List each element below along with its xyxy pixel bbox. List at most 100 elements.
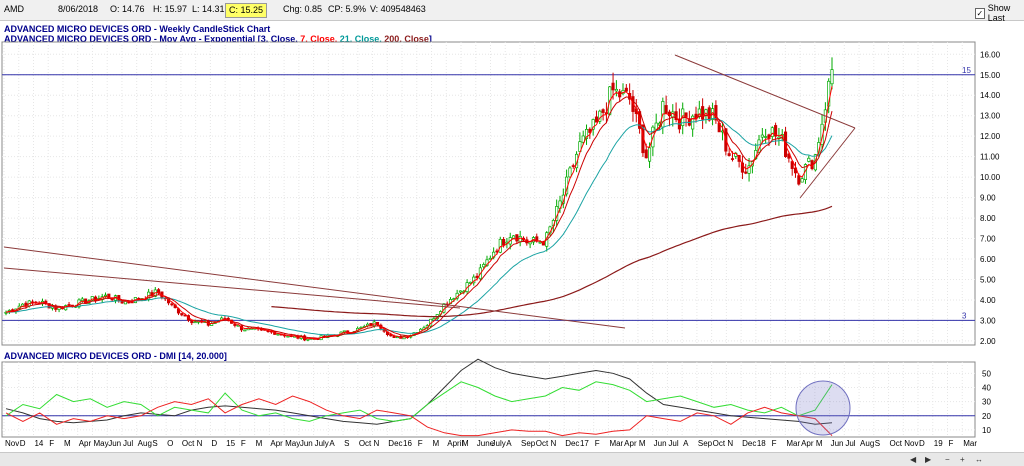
x-tick-label: O bbox=[167, 439, 173, 448]
low-value: L: 14.31 bbox=[192, 4, 225, 14]
candle-body bbox=[611, 82, 615, 91]
candle-body bbox=[306, 338, 310, 341]
ma-legend-ema21: 21, Close, bbox=[339, 34, 382, 44]
candle-body bbox=[790, 161, 794, 169]
candle-body bbox=[744, 171, 748, 174]
ema-21-line bbox=[5, 117, 833, 336]
y-tick-label: 12.00 bbox=[980, 132, 1001, 141]
x-tick-label: May bbox=[285, 439, 300, 448]
candle-body bbox=[103, 294, 108, 297]
zoom-out-icon[interactable]: − bbox=[945, 455, 950, 464]
y-tick-label: 13.00 bbox=[980, 112, 1001, 121]
candle-body bbox=[740, 162, 744, 173]
x-tick-label: D bbox=[20, 439, 26, 448]
candle-body bbox=[498, 238, 502, 253]
candle-body bbox=[515, 234, 519, 242]
dmi-y-tick-label: 40 bbox=[982, 383, 991, 392]
candle-body bbox=[800, 178, 804, 183]
ma-legend-suffix: ] bbox=[428, 34, 432, 44]
highlight-circle bbox=[795, 380, 851, 436]
candle-body bbox=[170, 303, 174, 306]
x-tick-label: M bbox=[433, 439, 440, 448]
y-tick-label: 9.00 bbox=[980, 194, 996, 203]
x-tick-label: M bbox=[462, 439, 469, 448]
checkbox-icon[interactable]: ✓ bbox=[975, 7, 985, 19]
level-label: 3 bbox=[962, 311, 967, 320]
x-tick-label: N bbox=[727, 439, 733, 448]
candle-body bbox=[624, 87, 628, 92]
x-tick-label: June bbox=[477, 439, 495, 448]
fit-icon[interactable]: ↔ bbox=[975, 455, 983, 464]
candle-body bbox=[764, 136, 768, 138]
x-tick-label: Oct bbox=[182, 439, 195, 448]
candle-body bbox=[614, 88, 618, 92]
x-tick-label: April bbox=[447, 439, 463, 448]
x-tick-label: A bbox=[329, 439, 335, 448]
candle-body bbox=[488, 257, 492, 260]
x-tick-label: Sep bbox=[521, 439, 536, 448]
x-tick-label: Jun bbox=[654, 439, 667, 448]
candle-body bbox=[730, 158, 735, 160]
x-tick-label: Jun bbox=[108, 439, 121, 448]
y-tick-label: 4.00 bbox=[980, 296, 996, 305]
x-tick-label: May bbox=[93, 439, 108, 448]
x-tick-label: Sep bbox=[698, 439, 713, 448]
x-tick-label: M bbox=[64, 439, 71, 448]
x-tick-label: M bbox=[639, 439, 646, 448]
high-value: H: 15.97 bbox=[153, 4, 188, 14]
x-tick-label: N bbox=[374, 439, 380, 448]
x-tick-label: Apr bbox=[624, 439, 637, 448]
candle-body bbox=[123, 301, 127, 305]
x-tick-label: F bbox=[418, 439, 423, 448]
show-last-toggle[interactable]: ✓ Show Last bbox=[975, 3, 1024, 23]
candle-body bbox=[568, 167, 572, 178]
x-tick-label: N bbox=[550, 439, 556, 448]
scroll-left-icon[interactable]: ◀ bbox=[910, 455, 917, 464]
candle-body bbox=[180, 313, 184, 316]
triangle-upper-line bbox=[674, 54, 856, 129]
x-tick-label: Nov bbox=[904, 439, 918, 448]
ma-legend-prefix: ADVANCED MICRO DEVICES ORD - Mov Avg - E… bbox=[4, 34, 261, 44]
zoom-in-icon[interactable]: + bbox=[960, 455, 965, 464]
x-tick-label: Apr bbox=[801, 439, 814, 448]
chart-title: ADVANCED MICRO DEVICES ORD - Weekly Cand… bbox=[4, 24, 271, 34]
x-tick-label: 18 bbox=[757, 439, 766, 448]
scroll-right-icon[interactable]: ▶ bbox=[925, 455, 932, 464]
x-tick-label: July bbox=[492, 439, 506, 448]
x-tick-label: 15 bbox=[226, 439, 235, 448]
ma-legend-ema7: 7, Close, bbox=[300, 34, 338, 44]
candle-body bbox=[511, 235, 516, 240]
show-last-label: Show Last bbox=[987, 3, 1011, 23]
candle-body bbox=[747, 165, 751, 174]
candle-body bbox=[67, 304, 71, 306]
candle-body bbox=[601, 109, 605, 113]
y-tick-label: 7.00 bbox=[980, 235, 996, 244]
x-tick-label: Dec bbox=[565, 439, 579, 448]
candle-body bbox=[654, 122, 658, 130]
candle-body bbox=[827, 80, 831, 107]
x-tick-label: Jul bbox=[845, 439, 855, 448]
x-tick-label: D bbox=[211, 439, 217, 448]
candle-body bbox=[458, 290, 463, 293]
x-tick-label: Dec bbox=[388, 439, 402, 448]
x-tick-label: F bbox=[595, 439, 600, 448]
candle-body bbox=[727, 153, 731, 156]
candle-body bbox=[538, 241, 542, 244]
y-tick-label: 6.00 bbox=[980, 255, 996, 264]
volume-value: V: 409548463 bbox=[370, 4, 426, 14]
y-tick-label: 5.00 bbox=[980, 275, 996, 284]
candle-body bbox=[233, 323, 237, 326]
candle-body bbox=[774, 125, 778, 137]
y-tick-label: 15.00 bbox=[980, 71, 1001, 80]
candle-body bbox=[598, 110, 602, 122]
x-tick-label: Jun bbox=[831, 439, 844, 448]
x-tick-label: Dec bbox=[742, 439, 756, 448]
open-value: O: 14.76 bbox=[110, 4, 145, 14]
candle-body bbox=[342, 330, 346, 333]
price-chart[interactable]: Nov D 14 F M Apr May Jun Jul Aug S O Oct N D 15 F M Apr May… bbox=[0, 0, 1024, 452]
horizontal-scrollbar[interactable]: ◀ ▶ − + ↔ bbox=[0, 452, 1024, 466]
y-tick-label: 11.00 bbox=[980, 153, 1000, 162]
candle-body bbox=[584, 128, 589, 139]
candle-body bbox=[807, 157, 811, 162]
candle-body bbox=[90, 296, 94, 301]
